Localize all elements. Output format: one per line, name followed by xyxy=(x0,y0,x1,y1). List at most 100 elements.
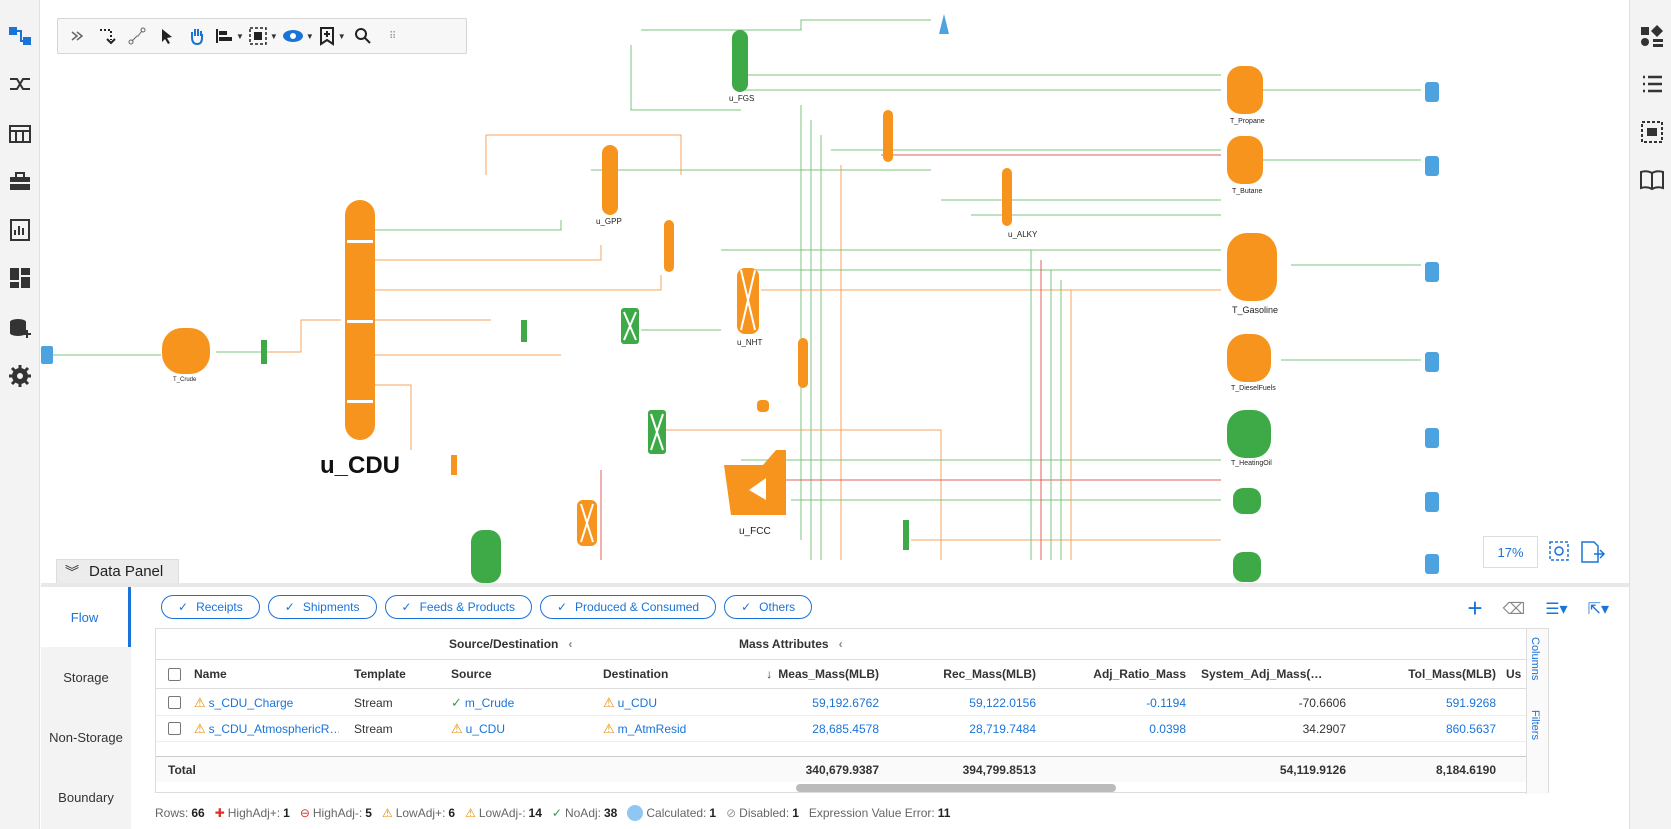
mixer-fcc[interactable] xyxy=(903,520,909,550)
unit-gpp[interactable] xyxy=(602,145,618,215)
cell-name[interactable]: s_CDU_Charge xyxy=(208,695,294,710)
tank-small-1[interactable] xyxy=(1233,488,1261,514)
row-checkbox[interactable] xyxy=(168,716,188,741)
shipment-propane-icon[interactable] xyxy=(1425,82,1439,102)
col-template[interactable]: Template xyxy=(354,667,406,681)
chip-produced-consumed[interactable]: ✓ Produced & Consumed xyxy=(539,595,717,619)
eraser-icon[interactable]: ⌫ xyxy=(1502,600,1526,618)
pan-hand-icon[interactable] xyxy=(184,22,210,50)
report-icon[interactable] xyxy=(2,212,38,248)
table-row[interactable]: ⚠ s_CDU_AtmosphericR… Stream ⚠ u_CDU ⚠ m_At… xyxy=(156,716,1528,742)
settings-icon[interactable] xyxy=(2,358,38,394)
connector-tool-icon[interactable] xyxy=(124,22,150,50)
shipment-heatingoil-icon[interactable] xyxy=(1425,428,1439,448)
status-high-minus[interactable]: ⊖ HighAdj-: 5 xyxy=(299,806,372,820)
tank-crude[interactable] xyxy=(162,328,210,374)
tank-heatingoil[interactable] xyxy=(1227,410,1271,458)
cell-meas[interactable]: 28,685.4578 xyxy=(812,721,879,736)
status-calculated[interactable]: Calculated: 1 xyxy=(627,805,716,821)
database-add-icon[interactable] xyxy=(2,310,38,346)
unit-splitter[interactable] xyxy=(664,220,674,272)
shapes-icon[interactable] xyxy=(1634,18,1670,54)
receipt-icon[interactable] xyxy=(41,346,53,364)
lasso-icon[interactable] xyxy=(94,22,120,50)
mixer-crude[interactable] xyxy=(261,340,267,364)
dashboard-icon[interactable] xyxy=(2,260,38,296)
flowsheet-canvas[interactable]: u_CDU u_FCC u_GPP u_FGS u_NHT u_ALKY T_C… xyxy=(41,0,1629,583)
select-region-icon[interactable] xyxy=(1634,114,1670,150)
cell-meas[interactable]: 59,192.6762 xyxy=(812,695,879,710)
tab-boundary[interactable]: Boundary xyxy=(58,789,114,805)
unit-cdu[interactable] xyxy=(345,200,375,440)
tab-storage[interactable]: Storage xyxy=(63,669,109,685)
group-source-destination[interactable]: Source/Destination ‹ xyxy=(449,637,573,651)
briefcase-icon[interactable] xyxy=(2,164,38,200)
status-low-minus[interactable]: ⚠ LowAdj-: 14 xyxy=(465,806,542,820)
mixer-diesel[interactable] xyxy=(521,320,527,342)
visibility-icon[interactable]: ▼ xyxy=(282,22,314,50)
table-icon[interactable] xyxy=(2,116,38,152)
cell-name[interactable]: s_CDU_AtmosphericR… xyxy=(208,721,339,736)
cell-tol[interactable]: 591.9268 xyxy=(1445,695,1496,710)
book-icon[interactable] xyxy=(1634,162,1670,198)
status-low-plus[interactable]: ⚠ LowAdj+: 6 xyxy=(381,806,456,820)
col-source[interactable]: Source xyxy=(451,667,492,681)
flare-icon[interactable] xyxy=(939,14,949,34)
add-icon[interactable]: + xyxy=(1467,593,1483,623)
unit-fgs[interactable] xyxy=(732,30,748,92)
table-row[interactable]: ⚠ s_CDU_Charge Stream ✓ m_Crude ⚠ u_CDU 59,… xyxy=(156,690,1528,716)
panel-splitter[interactable] xyxy=(41,583,1629,587)
shipment-butane-icon[interactable] xyxy=(1425,156,1439,176)
tab-non-storage[interactable]: Non-Storage xyxy=(49,729,123,745)
tank-propane[interactable] xyxy=(1227,66,1263,114)
align-icon[interactable]: ▼ xyxy=(214,22,244,50)
flowsheet-icon[interactable] xyxy=(2,18,38,54)
columns-tab[interactable]: Columns xyxy=(1529,637,1541,681)
cell-destination[interactable]: m_AtmResid xyxy=(617,721,687,736)
col-system-adj[interactable]: System_Adj_Mass(… xyxy=(1201,667,1323,681)
zoom-level[interactable]: 17% xyxy=(1483,536,1538,568)
cell-destination[interactable]: u_CDU xyxy=(617,695,658,710)
tank-gasoline[interactable] xyxy=(1227,233,1277,301)
unit-c4[interactable] xyxy=(883,110,893,162)
bookmark-add-icon[interactable]: ▼ xyxy=(318,22,346,50)
col-rec-mass[interactable]: Rec_Mass(MLB) xyxy=(943,667,1036,681)
pointer-icon[interactable] xyxy=(154,22,180,50)
unit-alky[interactable] xyxy=(1002,168,1012,226)
connector-icon[interactable] xyxy=(2,66,38,102)
drag-handle-icon[interactable]: ⠿ xyxy=(389,30,397,42)
status-disabled[interactable]: ⊘ Disabled: 1 xyxy=(726,806,799,820)
unit-vdu[interactable] xyxy=(471,530,501,583)
col-adj-ratio[interactable]: Adj_Ratio_Mass xyxy=(1093,667,1186,681)
group-mass-attributes[interactable]: Mass Attributes ‹ xyxy=(739,637,843,651)
filters-tab[interactable]: Filters xyxy=(1529,710,1541,741)
shipment-other-icon[interactable] xyxy=(1425,492,1439,512)
select-all-checkbox[interactable] xyxy=(168,660,188,688)
column-chooser-icon[interactable]: ☰▾ xyxy=(1545,600,1568,618)
status-expr-error[interactable]: Expression Value Error: 11 xyxy=(808,806,951,820)
row-checkbox[interactable] xyxy=(168,690,188,715)
shipment-diesel-icon[interactable] xyxy=(1425,352,1439,372)
col-destination[interactable]: Destination xyxy=(603,667,669,681)
col-user[interactable]: Us xyxy=(1506,667,1522,681)
zoom-to-selection-icon[interactable] xyxy=(1548,540,1572,567)
tank-butane[interactable] xyxy=(1227,136,1263,184)
chip-feeds-products[interactable]: ✓ Feeds & Products xyxy=(384,595,532,619)
search-icon[interactable] xyxy=(350,22,376,50)
open-external-icon[interactable]: ⇱▾ xyxy=(1587,600,1609,618)
status-high-plus[interactable]: ✚ HighAdj+: 1 xyxy=(214,806,290,820)
tank-small-2[interactable] xyxy=(1233,552,1261,582)
tank-dieselfuels[interactable] xyxy=(1227,334,1271,382)
list-icon[interactable] xyxy=(1634,66,1670,102)
cell-source[interactable]: u_CDU xyxy=(465,721,506,736)
shipment-other2-icon[interactable] xyxy=(1425,554,1439,574)
unit-crf[interactable] xyxy=(798,338,808,388)
chip-receipts[interactable]: ✓ Receipts xyxy=(161,595,260,619)
col-name[interactable]: Name xyxy=(194,667,227,681)
expand-icon[interactable] xyxy=(64,22,90,50)
export-image-icon[interactable] xyxy=(1580,540,1606,567)
status-noadj[interactable]: ✓ NoAdj: 38 xyxy=(551,806,618,820)
horizontal-scrollbar[interactable] xyxy=(796,784,1116,792)
shipment-gasoline-icon[interactable] xyxy=(1425,262,1439,282)
unit-fcc[interactable] xyxy=(724,450,786,515)
